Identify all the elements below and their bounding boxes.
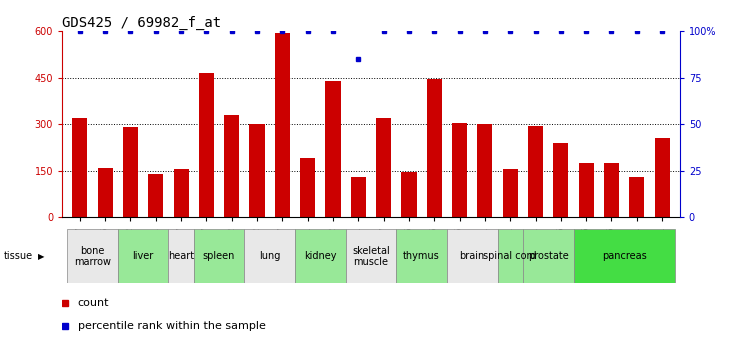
Bar <box>498 229 523 283</box>
Text: percentile rank within the sample: percentile rank within the sample <box>77 321 265 331</box>
Text: ▶: ▶ <box>38 252 45 261</box>
Bar <box>249 124 265 217</box>
Text: count: count <box>77 298 109 308</box>
Text: skeletal
muscle: skeletal muscle <box>352 246 390 267</box>
Bar <box>67 229 118 283</box>
Bar <box>173 169 189 217</box>
Bar <box>401 172 417 217</box>
Bar <box>351 177 366 217</box>
Bar <box>275 32 290 217</box>
Bar <box>396 229 447 283</box>
Bar <box>553 143 569 217</box>
Text: spinal cord: spinal cord <box>483 251 537 261</box>
Bar <box>97 168 113 217</box>
Bar <box>427 79 442 217</box>
Text: spleen: spleen <box>203 251 235 261</box>
Bar <box>244 229 295 283</box>
Bar <box>148 174 164 217</box>
Bar <box>199 73 214 217</box>
Text: heart: heart <box>168 251 194 261</box>
Bar <box>346 229 396 283</box>
Bar <box>654 138 670 217</box>
Text: thymus: thymus <box>404 251 440 261</box>
Text: kidney: kidney <box>304 251 336 261</box>
Bar <box>447 229 498 283</box>
Bar <box>295 229 346 283</box>
Text: lung: lung <box>259 251 281 261</box>
Bar <box>325 81 341 217</box>
Text: prostate: prostate <box>528 251 569 261</box>
Bar <box>300 158 315 217</box>
Bar <box>72 118 88 217</box>
Bar <box>503 169 518 217</box>
Text: liver: liver <box>132 251 154 261</box>
Bar <box>629 177 645 217</box>
Bar <box>578 163 594 217</box>
Bar <box>194 229 244 283</box>
Text: pancreas: pancreas <box>602 251 646 261</box>
Bar <box>168 229 194 283</box>
Text: GDS425 / 69982_f_at: GDS425 / 69982_f_at <box>62 16 221 30</box>
Bar <box>477 124 493 217</box>
Bar <box>118 229 168 283</box>
Bar <box>604 163 619 217</box>
Bar <box>528 126 543 217</box>
Text: brain: brain <box>460 251 485 261</box>
Bar <box>574 229 675 283</box>
Text: bone
marrow: bone marrow <box>74 246 111 267</box>
Bar <box>376 118 391 217</box>
Text: tissue: tissue <box>4 251 33 261</box>
Bar <box>224 115 239 217</box>
Bar <box>452 122 467 217</box>
Bar <box>123 127 138 217</box>
Bar <box>523 229 574 283</box>
